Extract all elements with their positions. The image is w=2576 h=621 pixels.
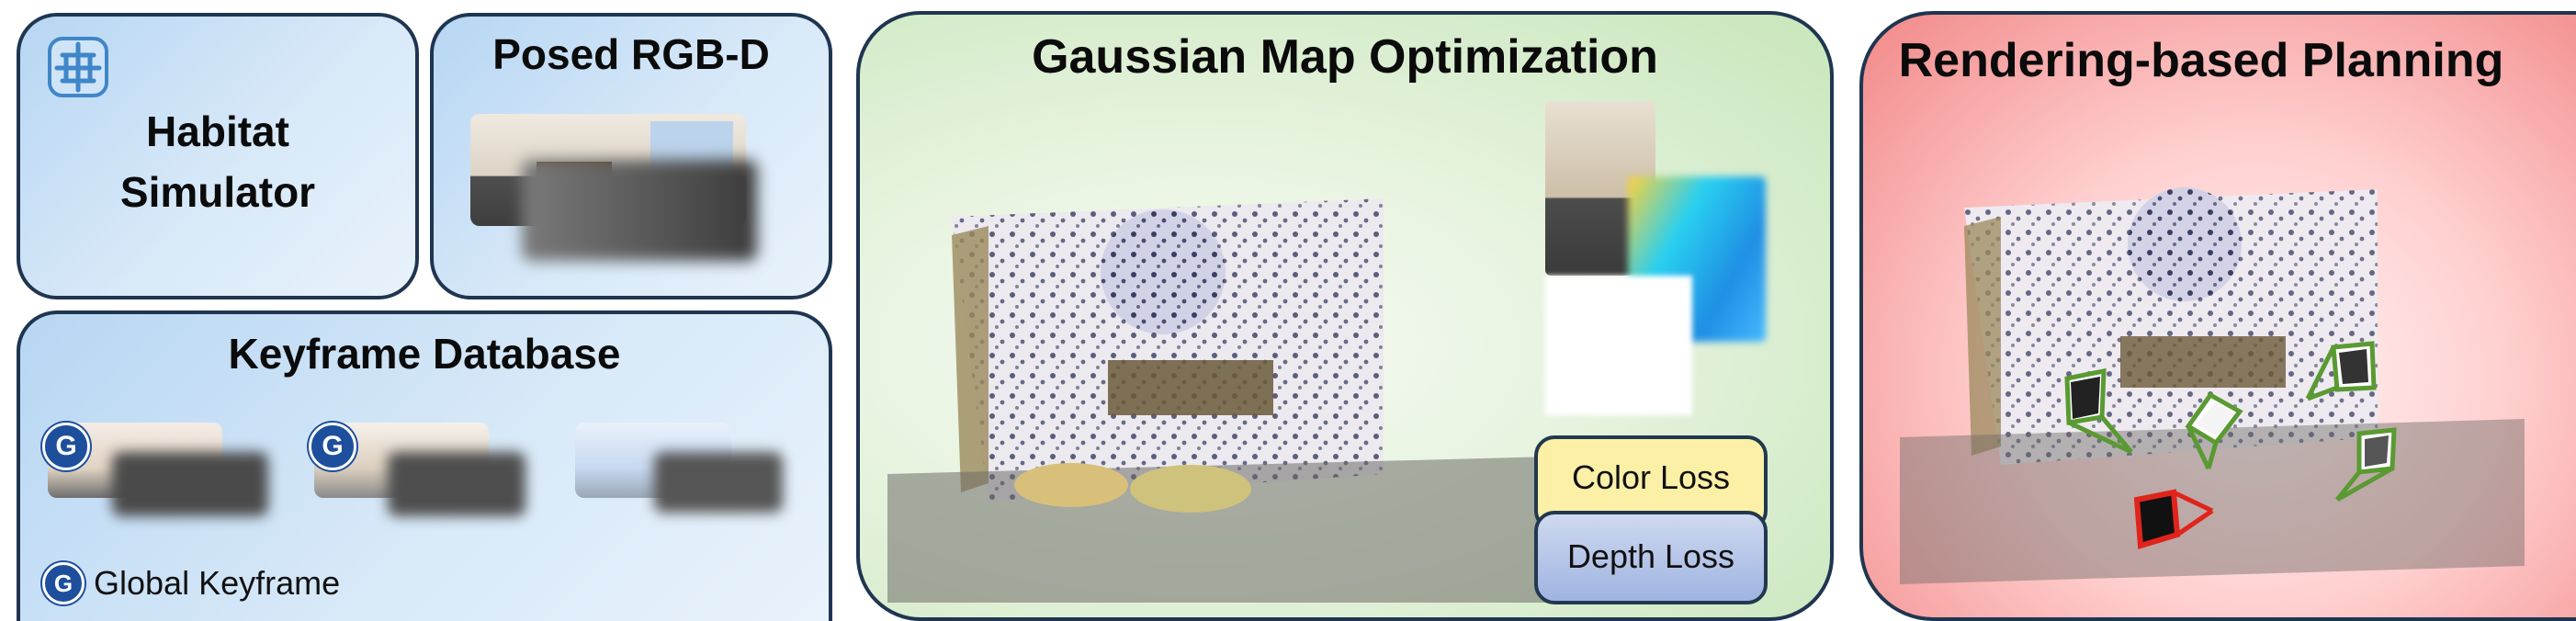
global-keyframe-badge-1: G <box>42 423 90 470</box>
keyframe-database-panel: Keyframe Database G G G Global Keyframe <box>17 310 832 621</box>
keyframe-depth-2 <box>388 452 525 516</box>
gaussian-title: Gaussian Map Optimization <box>1032 30 1658 84</box>
depth-loss-box: Depth Loss <box>1534 511 1768 604</box>
candidate-camera-pose-2 <box>2185 391 2243 470</box>
posed-rgbd-panel: Posed RGB-D <box>430 13 832 299</box>
keyframe-depth-1 <box>112 452 268 516</box>
candidate-camera-pose-4 <box>2335 427 2397 502</box>
candidate-camera-pose-1 <box>2064 367 2133 455</box>
planning-title: Rendering-based Planning <box>1898 34 2504 87</box>
keyframe-title: Keyframe Database <box>228 330 621 378</box>
legend-label: Global Keyframe <box>94 564 341 602</box>
keyframe-depth-3 <box>654 452 783 513</box>
legend-badge: G <box>42 562 85 604</box>
posed-rgbd-title: Posed RGB-D <box>492 30 770 78</box>
habitat-title: Habitat Simulator <box>119 107 316 216</box>
camera-poses <box>2064 341 2397 549</box>
gaussian-map-panel: Gaussian Map Optimization Color Loss Dep… <box>856 11 1834 621</box>
rendering-planning-panel: Rendering-based Planning <box>1859 11 2576 621</box>
selected-camera-pose <box>2133 489 2214 549</box>
depth-frame-image <box>522 160 757 261</box>
gaussian-map-render <box>887 198 1586 603</box>
global-keyframe-badge-2: G <box>309 423 356 470</box>
habitat-logo-icon <box>48 37 108 97</box>
habitat-simulator-panel: Habitat Simulator <box>17 13 419 299</box>
candidate-camera-pose-3 <box>2305 341 2377 401</box>
blank-render-image <box>1545 276 1692 415</box>
